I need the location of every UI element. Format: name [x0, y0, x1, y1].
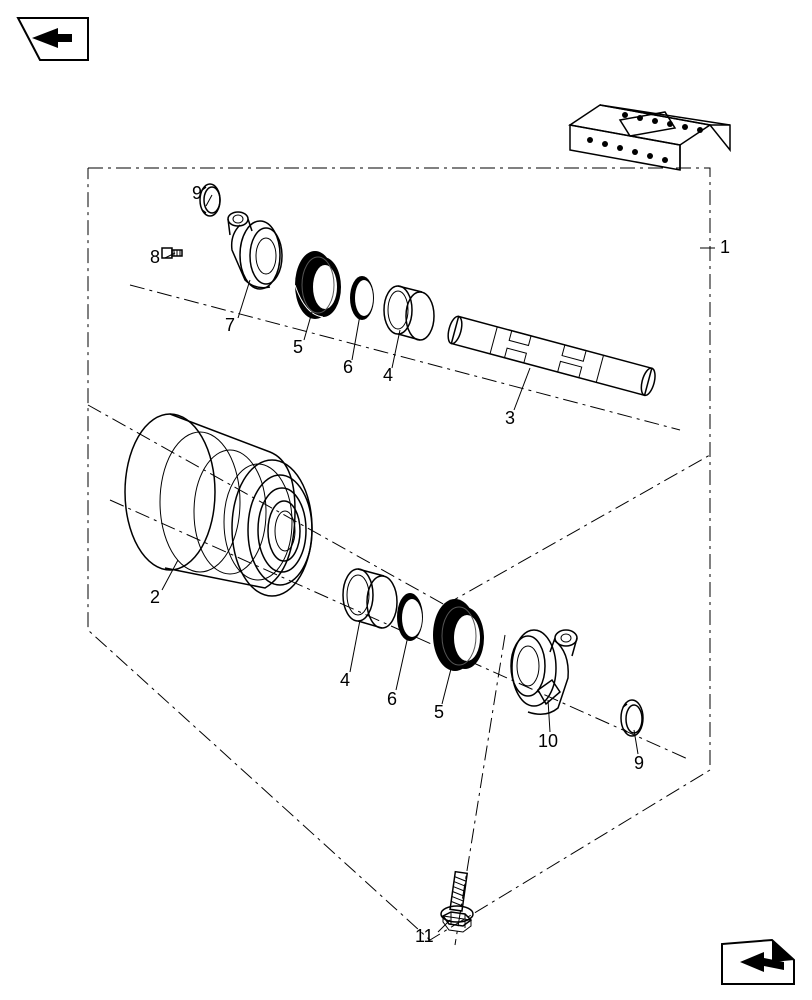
part-4-upper — [384, 286, 434, 340]
callout-4a: 4 — [383, 365, 393, 385]
leaders — [162, 195, 715, 932]
part-6-upper — [350, 276, 374, 320]
part-7 — [228, 212, 282, 289]
callout-labels: 1 9 8 7 5 6 4 3 2 4 6 5 10 9 11 — [150, 183, 730, 946]
part-6-lower — [397, 593, 423, 641]
callout-2: 2 — [150, 587, 160, 607]
part-4-lower — [343, 569, 397, 628]
callout-5a: 5 — [293, 337, 303, 357]
part-3 — [446, 315, 658, 397]
part-5-lower — [433, 599, 484, 671]
callout-5b: 5 — [434, 702, 444, 722]
parts-diagram: 1 9 8 7 5 6 4 3 2 4 6 5 10 9 11 — [0, 0, 812, 1000]
part-11 — [441, 872, 473, 932]
callout-9a: 9 — [192, 183, 202, 203]
callout-7: 7 — [225, 315, 235, 335]
nav-forward-icon[interactable] — [722, 940, 794, 984]
part-8 — [162, 248, 182, 258]
subassembly-line — [445, 455, 710, 605]
part-9-upper — [200, 184, 220, 216]
assembly-boundary — [88, 168, 710, 940]
callout-10: 10 — [538, 731, 558, 751]
callout-3: 3 — [505, 408, 515, 428]
track-frame-icon — [570, 105, 730, 170]
part-5-upper — [295, 251, 341, 319]
part-10 — [511, 630, 577, 714]
callout-8: 8 — [150, 247, 160, 267]
bolt-axis — [455, 635, 505, 945]
callout-6b: 6 — [387, 689, 397, 709]
callout-11: 11 — [415, 926, 434, 946]
callout-9b: 9 — [634, 753, 644, 773]
subassembly-line — [88, 405, 445, 605]
callout-6a: 6 — [343, 357, 353, 377]
callout-1: 1 — [720, 237, 730, 257]
part-9-lower — [621, 700, 643, 736]
part-2 — [125, 414, 312, 596]
callout-4b: 4 — [340, 670, 350, 690]
upper-axis — [130, 285, 680, 430]
nav-back-icon[interactable] — [18, 18, 88, 60]
